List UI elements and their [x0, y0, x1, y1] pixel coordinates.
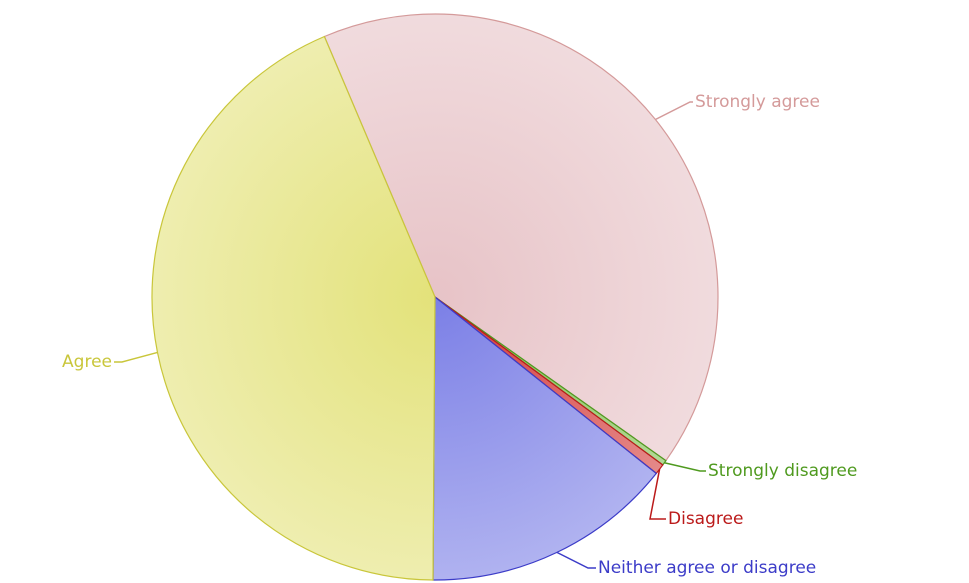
leader-line: [655, 101, 693, 121]
slice-label: Strongly disagree: [708, 461, 857, 481]
pie-slice: [432, 295, 658, 581]
leader-line: [556, 551, 596, 569]
slice-label: Neither agree or disagree: [598, 558, 816, 578]
pie-slice: [151, 35, 436, 581]
leader-line: [114, 351, 158, 363]
leader-line: [664, 462, 706, 472]
slice-label: Disagree: [668, 509, 743, 529]
pie-slice: [323, 13, 719, 462]
slice-label: Agree: [62, 352, 112, 372]
slice-label: Strongly agree: [695, 92, 820, 112]
leader-line: [649, 469, 666, 520]
